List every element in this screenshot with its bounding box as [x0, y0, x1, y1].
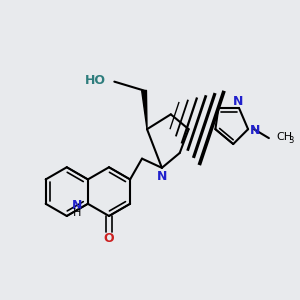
- Text: CH: CH: [276, 132, 292, 142]
- Text: HO: HO: [84, 74, 105, 87]
- Text: N: N: [157, 170, 167, 183]
- Text: N: N: [71, 199, 82, 212]
- Text: N: N: [249, 124, 260, 137]
- Text: H: H: [72, 208, 81, 218]
- Polygon shape: [142, 90, 147, 129]
- Text: N: N: [232, 95, 243, 108]
- Text: O: O: [104, 232, 114, 245]
- Text: 3: 3: [288, 136, 294, 145]
